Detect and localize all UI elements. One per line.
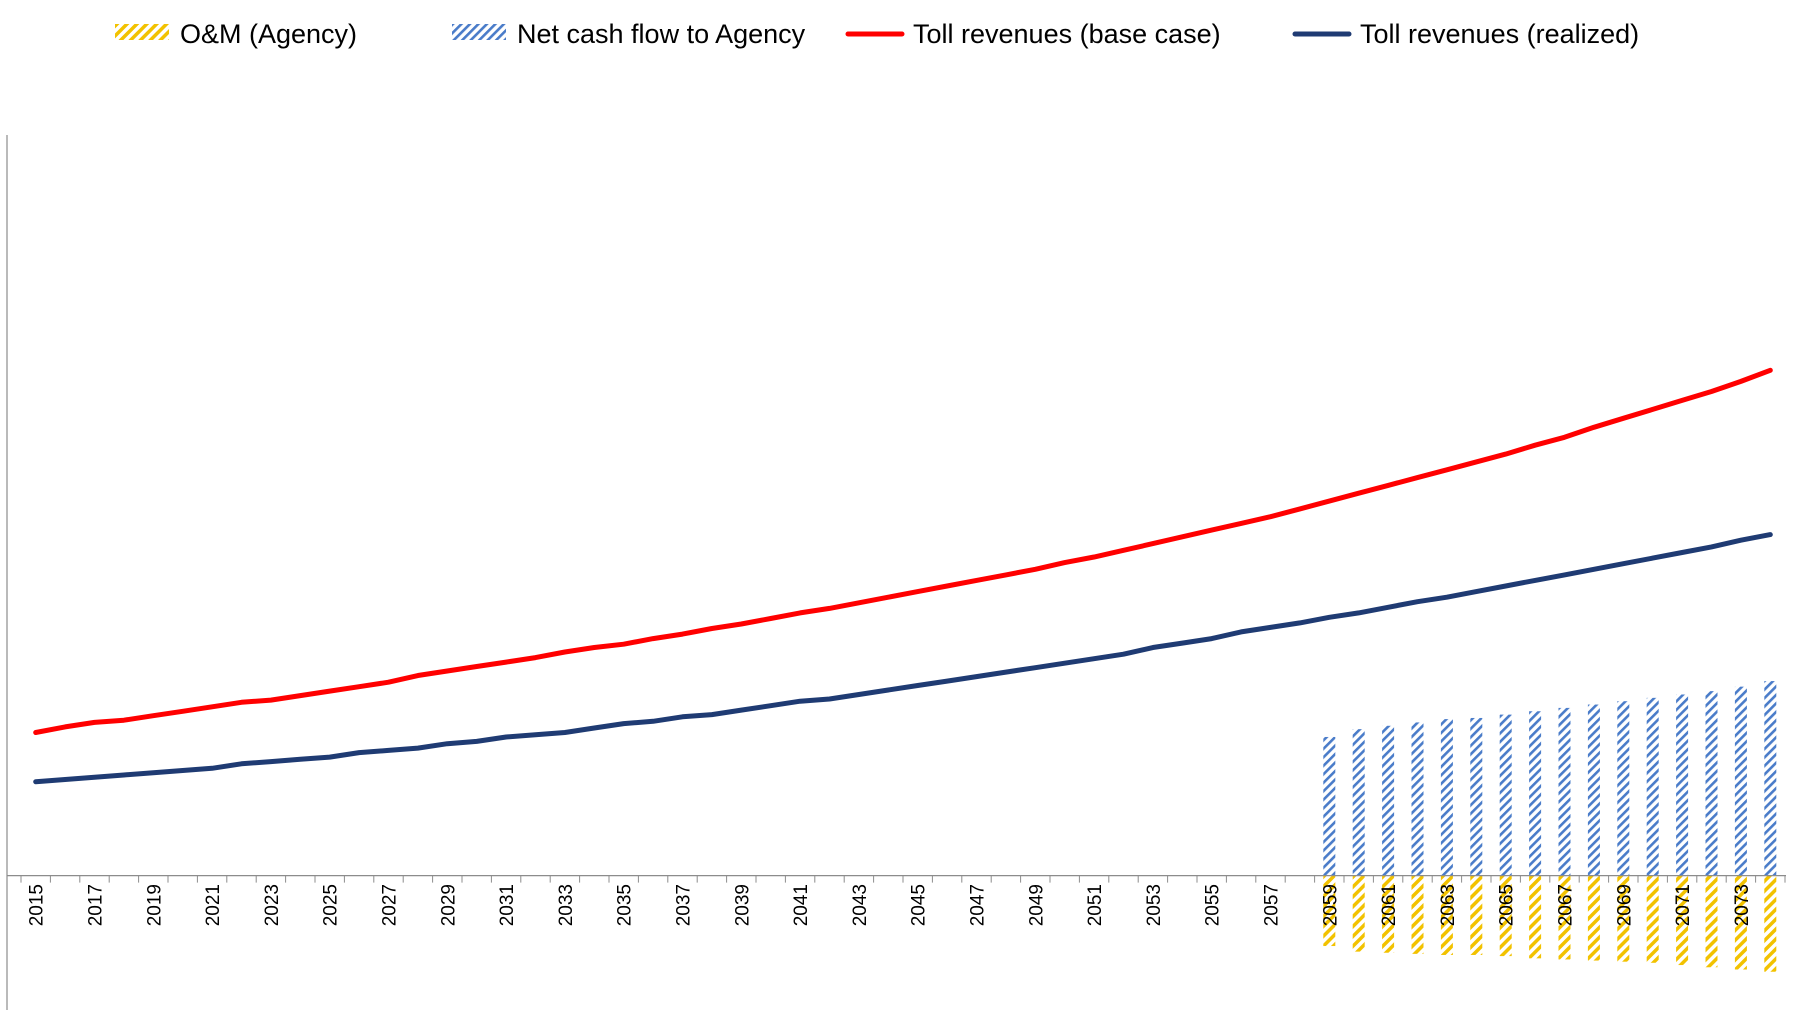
toll-revenues-realized-line	[33, 532, 1773, 785]
legend-label-toll-revenues-realized: Toll revenues (realized)	[1360, 19, 1639, 49]
x-tick-label-2053: 2053	[1144, 884, 1165, 926]
legend-label-net-cash-flow-to-agency: Net cash flow to Agency	[517, 19, 806, 49]
om-bar-2067	[1558, 875, 1571, 960]
legend-item-toll-revenues-realized: Toll revenues (realized)	[1292, 19, 1639, 49]
net-cash-flow-bar-2061	[1382, 725, 1395, 876]
toll-revenues-base-case-line	[33, 367, 1773, 735]
om-bar-2061	[1382, 875, 1395, 953]
om-bar-2073	[1734, 875, 1747, 970]
legend: O&M (Agency) Net cash flow to Agency Toll …	[115, 19, 1639, 49]
om-bar-2071	[1676, 875, 1689, 966]
om-bar-2060	[1352, 875, 1365, 952]
om-bar-2070	[1646, 875, 1659, 963]
x-tick-label-2019: 2019	[144, 884, 165, 926]
x-tick-label-2065: 2065	[1497, 884, 1518, 926]
net-cash-flow-bar-2068	[1587, 704, 1600, 876]
x-tick-label-2025: 2025	[321, 884, 342, 926]
om-bar-2064	[1470, 875, 1483, 955]
om-bar-2059	[1323, 875, 1336, 947]
om-bar-2068	[1587, 875, 1600, 961]
net-cash-flow-bar-2064	[1470, 717, 1483, 876]
x-tick-label-2049: 2049	[1026, 884, 1047, 926]
legend-swatch-net-cash-flow-to-agency	[452, 24, 506, 40]
net-cash-flow-bar-2065	[1499, 714, 1512, 876]
x-tick-label-2043: 2043	[850, 884, 871, 926]
legend-item-toll-revenues-base-case: Toll revenues (base case)	[845, 19, 1221, 49]
legend-label-o-m-agency: O&M (Agency)	[180, 19, 357, 49]
net-cash-flow-bar-2067	[1558, 707, 1571, 876]
x-tick-label-2055: 2055	[1203, 884, 1224, 926]
x-tick-label-2057: 2057	[1262, 884, 1283, 926]
om-bar-2074	[1764, 875, 1777, 972]
x-tick-label-2029: 2029	[438, 884, 459, 926]
om-bar-2062	[1411, 875, 1424, 954]
x-tick-label-2041: 2041	[791, 884, 812, 926]
legend-swatch-o-m-agency	[115, 24, 169, 40]
x-tick-label-2067: 2067	[1556, 884, 1577, 926]
x-tick-label-2035: 2035	[615, 884, 636, 926]
net-cash-flow-bar-2063	[1440, 719, 1453, 876]
legend-item-o-m-agency: O&M (Agency)	[115, 19, 357, 49]
net-cash-flow-bar-2073	[1734, 686, 1747, 876]
om-bar-2066	[1529, 875, 1542, 959]
x-tick-label-2059: 2059	[1320, 884, 1341, 926]
x-tick-label-2021: 2021	[203, 884, 224, 926]
x-tick-label-2039: 2039	[732, 884, 753, 926]
x-axis-tick-labels: 2015 2017 2019 2021 2023 2025 2027 2029 2031 2033…	[27, 884, 1753, 926]
net-cash-flow-bar-2062	[1411, 722, 1424, 876]
legend-item-net-cash-flow-to-agency: Net cash flow to Agency	[452, 19, 806, 49]
x-tick-label-2015: 2015	[27, 884, 48, 926]
net-cash-flow-bar-2060	[1352, 729, 1365, 876]
x-tick-label-2033: 2033	[556, 884, 577, 926]
x-tick-label-2047: 2047	[968, 884, 989, 926]
net-cash-flow-bar-2071	[1676, 694, 1689, 876]
om-bar-2063	[1440, 875, 1453, 955]
net-cash-flow-bar-2074	[1764, 681, 1777, 876]
net-cash-flow-bar-2059	[1323, 736, 1336, 876]
om-bar-2072	[1705, 875, 1718, 968]
x-tick-label-2045: 2045	[909, 884, 930, 926]
om-bar-2069	[1617, 875, 1630, 962]
x-tick-label-2023: 2023	[262, 884, 283, 926]
legend-label-toll-revenues-base-case: Toll revenues (base case)	[913, 19, 1221, 49]
x-tick-label-2051: 2051	[1085, 884, 1106, 926]
net-cash-flow-bar-2066	[1529, 711, 1542, 876]
om-bar-2065	[1499, 875, 1512, 957]
net-cash-flow-bar-2069	[1617, 701, 1630, 876]
x-tick-label-2073: 2073	[1732, 884, 1753, 926]
lines	[33, 367, 1773, 785]
x-tick-label-2061: 2061	[1379, 884, 1400, 926]
x-tick-label-2017: 2017	[86, 884, 107, 926]
net-cash-flow-bar-2072	[1705, 691, 1718, 876]
net-cash-flow-bar-2070	[1646, 697, 1659, 876]
x-tick-label-2071: 2071	[1673, 884, 1694, 926]
x-tick-label-2027: 2027	[380, 884, 401, 926]
axes	[6, 135, 1786, 1010]
x-tick-label-2063: 2063	[1438, 884, 1459, 926]
x-tick-label-2037: 2037	[674, 884, 695, 926]
bars	[1323, 681, 1777, 972]
x-tick-label-2031: 2031	[497, 884, 518, 926]
x-tick-label-2069: 2069	[1614, 884, 1635, 926]
